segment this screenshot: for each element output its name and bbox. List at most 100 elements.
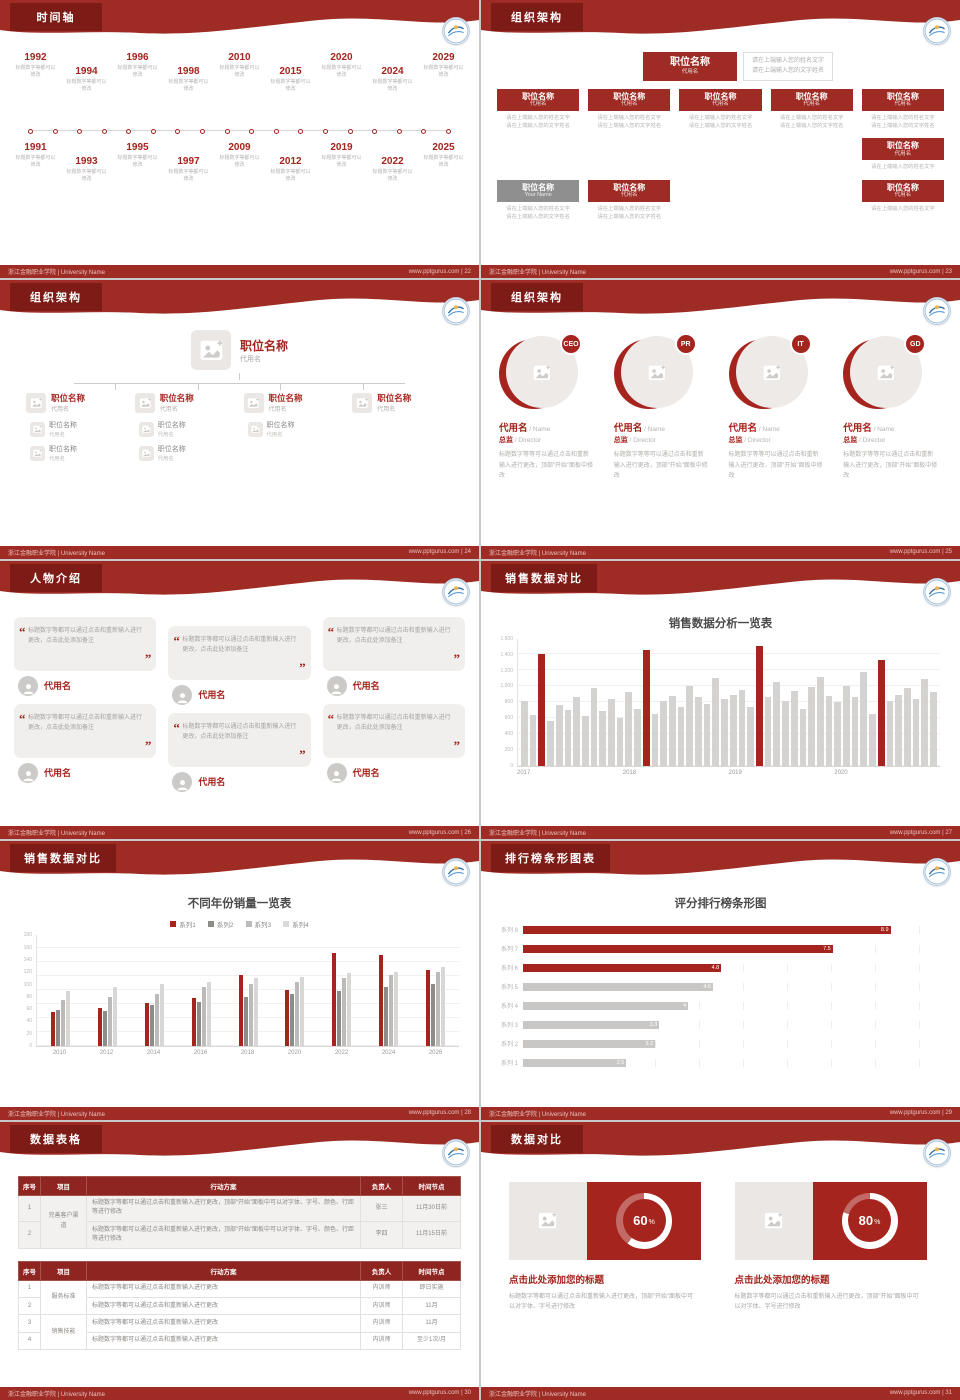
- timeline-caption: 标题数字等都可以修改: [219, 155, 260, 169]
- bar: 4.8: [523, 963, 722, 972]
- person-name: 代用名: [159, 407, 178, 414]
- slide-title: 人物介绍: [10, 563, 102, 592]
- slide-28-grouped-chart[interactable]: 销售数据对比 不同年份销量一览表 系列1 系列2 系列3 系列4 180 160 140 1…: [0, 841, 479, 1120]
- slide-header: 排行榜条形图表: [481, 841, 960, 886]
- org-node-box: 职位名称 代用名: [861, 138, 944, 161]
- table-row: 2 标题数字等都可以通过点击和重新输入进行更改，顶部“开始”面板中可以对字体、字…: [18, 1221, 461, 1249]
- category-label: 系列 1: [500, 1061, 518, 1068]
- bar: [695, 697, 702, 766]
- bar: [564, 709, 572, 766]
- slide-26-people-intro[interactable]: 人物介绍 “ 标题数字等都可以通过点击和重新输入进行更改，点击此处添加备注 ” …: [0, 560, 479, 840]
- org-chart: 职位名称 代用名 请在上端输入您的姓名文字 请在上端输入您的文字姓名 职位名称 …: [481, 44, 960, 264]
- note-line: 请在上端输入您的姓名文字: [871, 164, 935, 171]
- note-line: 请在上端输入您的文字姓名: [597, 122, 662, 129]
- table-cell: 销售技能: [40, 1314, 87, 1350]
- position-name: 职位名称: [886, 91, 919, 101]
- position-name: 职位名称: [51, 393, 86, 404]
- slide-title: 销售数据对比: [10, 844, 116, 873]
- bar: [834, 702, 842, 766]
- slide-22-timeline[interactable]: 时间轴 1992 标题数字等都可以修改 1994 标题数字等都可以修改 1996…: [0, 0, 479, 279]
- person-name: 代用名: [49, 432, 65, 439]
- bar: [191, 998, 196, 1047]
- person-name: 代用名: [198, 690, 226, 701]
- org-sub-text: 职位名称 代用名: [49, 420, 77, 438]
- y-tick-label: 20: [26, 1030, 32, 1037]
- person-role: 总监: [499, 437, 513, 445]
- timeline-item: 1991 标题数字等都可以修改: [10, 142, 61, 170]
- footer-school-name: 浙江金融职业学院 | University Name: [8, 1391, 105, 1398]
- image-placeholder-box: [509, 1181, 587, 1260]
- bar: [441, 967, 446, 1047]
- timeline-dot-icon: [273, 128, 279, 134]
- bar: [521, 701, 528, 766]
- bar: [394, 971, 399, 1047]
- bar: [825, 695, 833, 766]
- x-axis: 2017 2018 2019 2020: [517, 770, 940, 776]
- bar: [389, 975, 394, 1047]
- percent-value: 80: [858, 1213, 874, 1229]
- header-ribbon: [481, 560, 960, 595]
- donut-center: 80 %: [848, 1199, 891, 1243]
- y-tick-label: 200: [504, 746, 513, 753]
- slide-footer: 浙江金融职业学院 | University Name www.pptgurus.…: [481, 826, 960, 840]
- org-node-box: 职位名称 代用名: [497, 88, 580, 111]
- org-node-box: 职位名称 代用名: [679, 88, 762, 111]
- person-name-row: 代用名 / Name: [729, 420, 828, 434]
- timeline-item: 2012 标题数字等都可以修改: [265, 156, 316, 184]
- slide-23-org-boxes[interactable]: 组织架构 职位名称 代用名 请在上端输入您的姓名文字 请在上端输入您的文字姓名 …: [481, 0, 960, 279]
- connector-line: [239, 373, 240, 381]
- bar: [886, 701, 894, 766]
- table-row: 1 服务标准 标题数字等都可以通过点击和重新输入进行更改 内训师 即日实施: [18, 1279, 461, 1316]
- y-tick-label: 1,600: [500, 635, 513, 642]
- person-role-en: / Director: [513, 437, 542, 445]
- person-name: 代用名: [681, 69, 699, 75]
- org-sub-text: 职位名称 代用名: [49, 444, 77, 462]
- org-node-note: 请在上端输入您的姓名文字: [862, 205, 944, 213]
- compare-panel: 60 % 点击此处添加您的标题 标题数字等都可以通过点击和重新输入进行更改，顶部…: [481, 1166, 960, 1386]
- org-node-box: 职位名称 代用名: [588, 179, 671, 202]
- note-line: 请在上端输入您的姓名文字: [597, 205, 662, 212]
- quote-card: “ 标题数字等都可以通过点击和重新输入进行更改，点击此处添加备注 ”: [14, 616, 157, 671]
- legend-swatch-icon: [170, 921, 177, 928]
- quote-card-cell: “ 标题数字等都可以通过点击和重新输入进行更改，点击此处添加备注 ” 代用名: [322, 703, 465, 783]
- column-header: 项目: [40, 1260, 87, 1281]
- image-placeholder-icon: [758, 1205, 790, 1237]
- timeline-dot-icon: [101, 128, 107, 134]
- slide-header: 组织架构: [0, 280, 479, 325]
- footer-school-name: 浙江金融职业学院 | University Name: [489, 270, 586, 277]
- person-row: 代用名: [18, 762, 156, 783]
- slide-31-data-compare[interactable]: 数据对比 60 %: [481, 1121, 960, 1400]
- person-row: 代用名: [326, 762, 465, 783]
- role-badge: GD: [904, 333, 927, 356]
- quote-card-cell: “ 标题数字等都可以通过点击和重新输入进行更改，点击此处添加备注 ” 代用名: [168, 712, 311, 792]
- footer-site-page: www.pptgurus.com | 26: [408, 829, 471, 836]
- y-tick-label: 800: [504, 699, 513, 706]
- timeline-item: 1996 标题数字等都可以修改: [112, 52, 163, 80]
- slide-27-sales-chart[interactable]: 销售数据对比 销售数据分析一览表 1,600 1,400 1,200 1,000 800…: [481, 560, 960, 840]
- person-name-en: / Name: [757, 426, 780, 434]
- timeline-year: 2020: [330, 52, 353, 63]
- timeline-dot-icon: [372, 128, 378, 134]
- person-name: 代用名: [198, 777, 226, 788]
- org-node: 职位名称 代用名 请在上端输入您的姓名文字 请在上端输入您的文字姓名: [861, 88, 944, 131]
- slide-30-data-tables[interactable]: 数据表格 序号 项目 行动方案 负责人 时间节点 1 完善客户渠道 标题数字等都…: [0, 1121, 479, 1400]
- slide-24-org-tree[interactable]: 组织架构 职位名称 代用名 职位名称 代: [0, 280, 479, 559]
- footer-school-name: 浙江金融职业学院 | University Name: [8, 550, 105, 557]
- y-tick-label: 100: [23, 981, 32, 988]
- bar: [65, 990, 70, 1047]
- slide-header: 销售数据对比: [481, 560, 960, 605]
- bar-value-label: 4: [683, 1002, 687, 1009]
- person-name: 代用名: [712, 101, 729, 108]
- quote-text: 标题数字等都可以通过点击和重新输入进行更改，点击此处添加备注: [28, 714, 143, 732]
- slide-29-ranking-chart[interactable]: 排行榜条形图表 评分排行榜条形图 系列 8 8.9 系列 7: [481, 841, 960, 1120]
- org-node: 职位名称 代用名 请在上端输入您的姓名文字 请在上端输入您的文字姓名: [588, 88, 671, 131]
- position-name: 职位名称: [613, 91, 646, 101]
- slide-25-org-circles[interactable]: 组织架构 CEO 代用名 / Name: [481, 280, 960, 559]
- footer-site-page: www.pptgurus.com | 30: [408, 1390, 471, 1397]
- bar: [295, 981, 300, 1047]
- org-circles: CEO 代用名 / Name 总监 / Director 标题数字等等可以通过点…: [481, 324, 960, 544]
- image-placeholder-icon: [30, 445, 45, 461]
- bar-group: [318, 935, 365, 1047]
- person-row: 代用名: [326, 675, 465, 696]
- table-cell: 标题数字等都可以通过点击和重新输入进行更改，顶部“开始”面板中可以对字体、字号、…: [86, 1221, 361, 1249]
